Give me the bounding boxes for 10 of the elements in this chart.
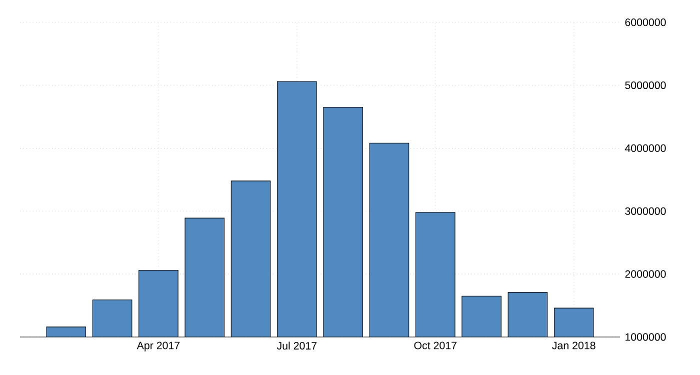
y-tick-label: 2000000 xyxy=(625,270,666,278)
y-tick-label: 1000000 xyxy=(626,333,666,341)
x-tick-label: Apr 2017 xyxy=(136,342,180,352)
x-tick-label: Jan 2018 xyxy=(552,342,596,350)
y-tick-label: 6000000 xyxy=(625,18,666,26)
x-tick-label: Oct 2017 xyxy=(414,342,456,350)
y-tick-label: 4000000 xyxy=(624,144,666,152)
x-tick-label: Jul 2017 xyxy=(276,342,317,350)
y-tick-label: 3000000 xyxy=(625,207,666,215)
y-tick-label: 5000000 xyxy=(625,81,666,90)
